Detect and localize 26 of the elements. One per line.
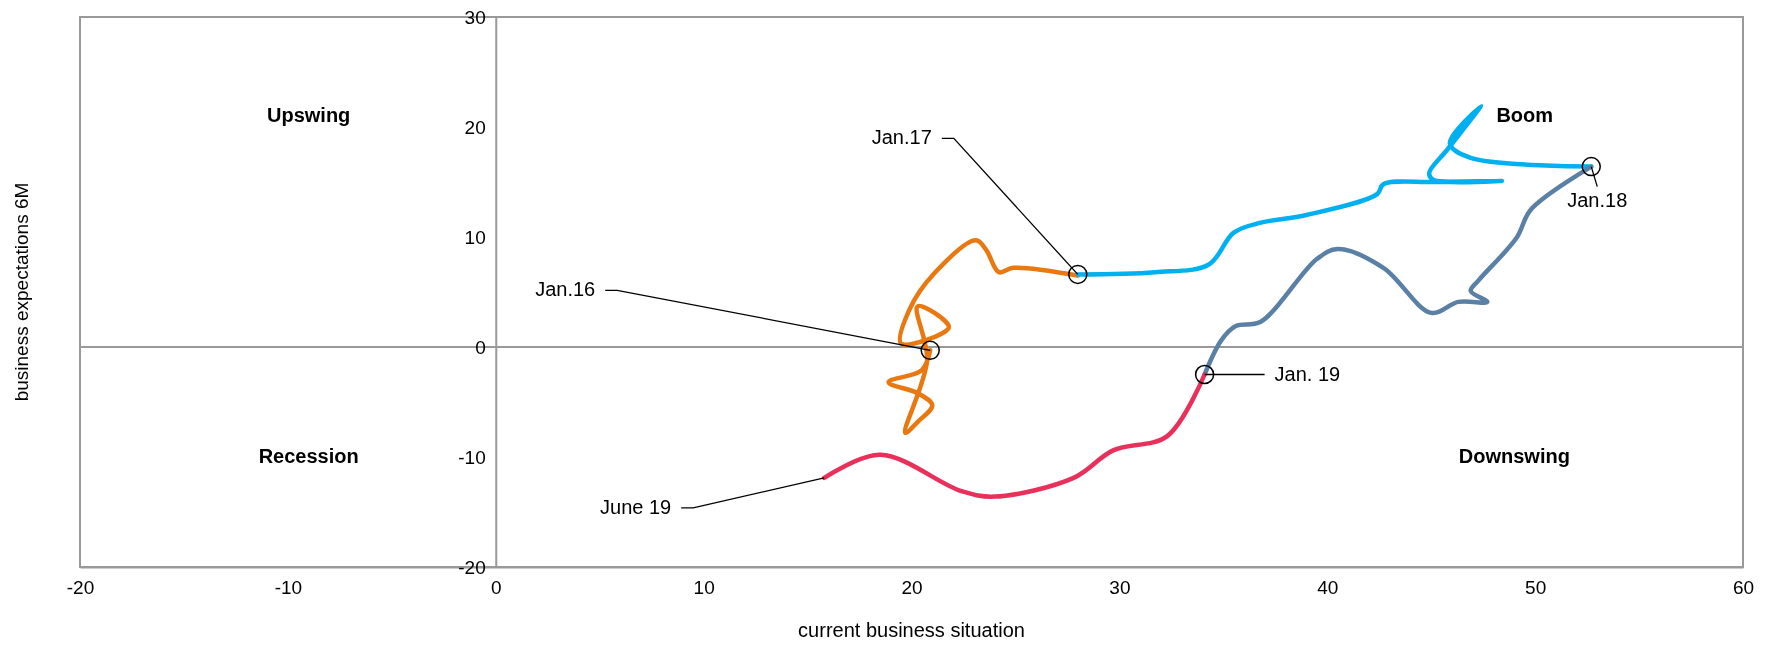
x-tick-label: 30: [1109, 577, 1131, 599]
annotation: June 19: [600, 495, 672, 518]
annotation: Recession: [258, 444, 359, 467]
x-tick-label: 0: [490, 577, 502, 599]
annotation: Jan.18: [1567, 188, 1628, 211]
x-tick-label: 20: [901, 577, 923, 599]
annotation: Downswing: [1458, 444, 1570, 467]
x-tick-label: 10: [693, 577, 715, 599]
y-tick-label: 0: [475, 336, 486, 358]
x-tick-label: 40: [1317, 577, 1339, 599]
annotation: Jan.17: [871, 126, 932, 149]
x-tick-label: 60: [1732, 577, 1755, 599]
annotation: Upswing: [266, 103, 351, 126]
y-tick-label: 20: [464, 116, 486, 138]
y-tick-label: -10: [458, 446, 486, 468]
y-axis-title: business expectations 6M: [11, 182, 32, 402]
x-tick-label: -10: [274, 577, 303, 599]
x-axis-title: current business situation: [798, 619, 1025, 641]
annotation: Boom: [1496, 103, 1554, 126]
y-tick-label: 10: [464, 226, 486, 248]
x-tick-label: -20: [66, 577, 95, 599]
y-tick-label: 30: [464, 6, 486, 28]
y-tick-label: -20: [458, 556, 486, 578]
annotation: Jan. 19: [1274, 362, 1341, 385]
annotation: Jan.16: [535, 278, 596, 301]
x-tick-label: 50: [1525, 577, 1547, 599]
